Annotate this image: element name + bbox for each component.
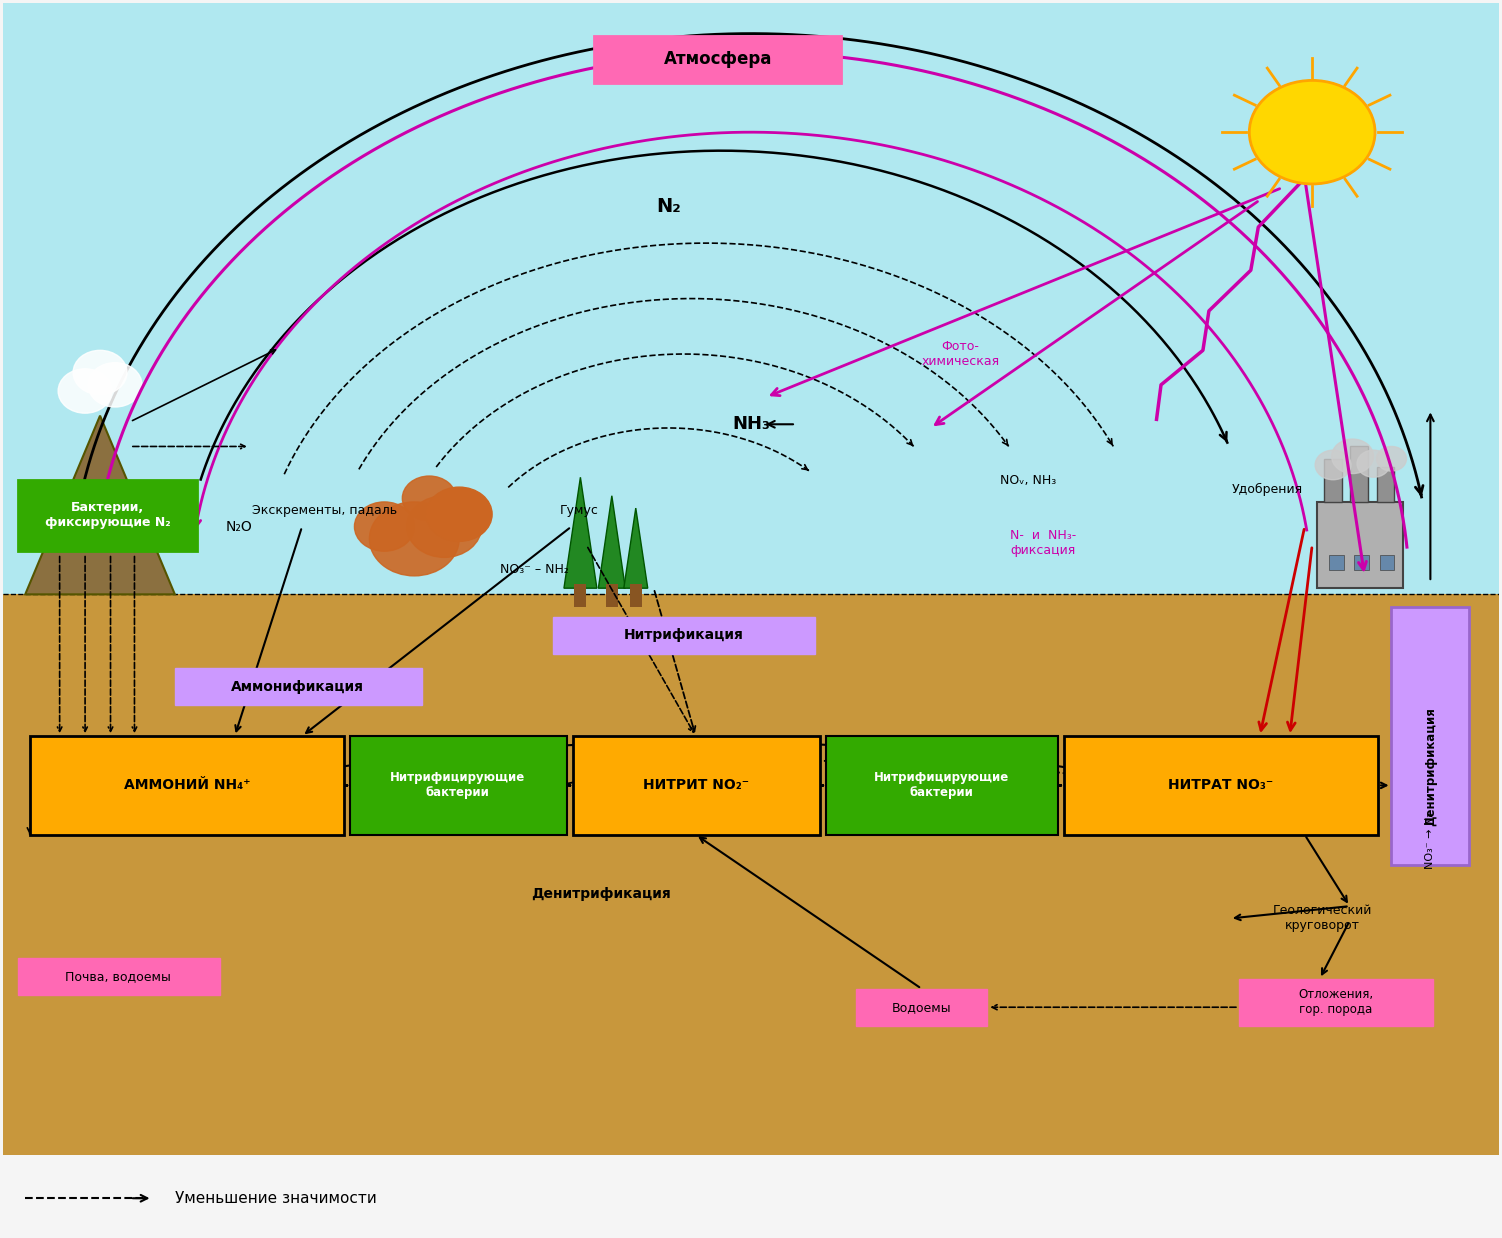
Bar	[3, 2, 1499, 594]
Bar	[826, 737, 1057, 834]
Text: NH₃: NH₃	[731, 415, 771, 433]
Bar	[572, 737, 820, 834]
Text: Гумус: Гумус	[559, 504, 598, 517]
Text: Атмосфера: Атмосфера	[664, 51, 772, 68]
Text: Водоемы: Водоемы	[892, 1000, 951, 1014]
Text: Фото-
химическая: Фото- химическая	[921, 340, 999, 368]
Bar	[18, 958, 219, 995]
Text: Удобрения: Удобрения	[1232, 483, 1302, 496]
Text: АММОНИЙ NH₄⁺: АММОНИЙ NH₄⁺	[123, 779, 251, 792]
Circle shape	[1332, 439, 1373, 474]
Bar	[629, 584, 641, 607]
Circle shape	[403, 477, 457, 520]
Text: НИТРИТ NO₂⁻: НИТРИТ NO₂⁻	[643, 779, 748, 792]
Circle shape	[1376, 447, 1406, 472]
Bar	[574, 584, 586, 607]
Text: Денитрификация: Денитрификация	[1424, 707, 1437, 826]
Polygon shape	[598, 495, 625, 588]
Circle shape	[427, 487, 493, 541]
Polygon shape	[26, 416, 174, 594]
Text: Денитрификация: Денитрификация	[532, 886, 671, 901]
Text: Отложения,
гор. порода: Отложения, гор. порода	[1299, 988, 1374, 1016]
Text: NO₃⁻ – NH₂: NO₃⁻ – NH₂	[500, 563, 568, 576]
Text: NO₃⁻ → N₂: NO₃⁻ → N₂	[1425, 812, 1436, 869]
Text: Почва, водоемы: Почва, водоемы	[65, 969, 171, 983]
Bar	[1350, 447, 1367, 501]
Circle shape	[59, 369, 113, 413]
Circle shape	[407, 495, 482, 557]
Polygon shape	[563, 478, 596, 588]
Bar	[18, 480, 197, 551]
Text: NOᵥ, NH₃: NOᵥ, NH₃	[1000, 474, 1056, 488]
Circle shape	[89, 363, 143, 407]
Bar	[3, 594, 1499, 1155]
Bar	[605, 584, 617, 607]
Circle shape	[354, 501, 415, 551]
Bar	[1379, 555, 1394, 569]
Bar	[1063, 737, 1377, 834]
Text: Нитрифицирующие
бактерии: Нитрифицирующие бактерии	[874, 771, 1009, 800]
Bar	[1391, 607, 1469, 865]
Polygon shape	[623, 508, 647, 588]
Bar	[1317, 501, 1403, 588]
Bar	[553, 617, 816, 654]
Text: Нитрифицирующие
бактерии: Нитрифицирующие бактерии	[391, 771, 526, 800]
Circle shape	[1250, 80, 1374, 184]
Bar	[1355, 555, 1368, 569]
Circle shape	[1358, 451, 1389, 478]
Text: N₂O: N₂O	[225, 520, 252, 534]
Bar	[174, 669, 422, 706]
Circle shape	[74, 350, 128, 395]
Bar	[593, 36, 841, 83]
Text: Аммонификация: Аммонификация	[231, 680, 363, 693]
Text: Геологический
круговорот: Геологический круговорот	[1274, 905, 1373, 932]
Text: N₂: N₂	[656, 197, 680, 215]
Bar	[856, 989, 987, 1026]
Text: Нитрификация: Нитрификация	[623, 628, 743, 643]
Bar	[350, 737, 566, 834]
Text: Уменьшение значимости: Уменьшение значимости	[174, 1191, 377, 1206]
Text: Бактерии,
фиксирующие N₂: Бактерии, фиксирующие N₂	[45, 501, 170, 530]
Text: НИТРАТ NO₃⁻: НИТРАТ NO₃⁻	[1169, 779, 1274, 792]
Circle shape	[1316, 451, 1352, 480]
Circle shape	[369, 501, 460, 576]
Text: N-  и  NH₃-
фиксация: N- и NH₃- фиксация	[1009, 529, 1075, 557]
Text: Экскременты, падаль: Экскременты, падаль	[252, 504, 397, 517]
Bar	[1325, 459, 1343, 501]
Bar	[30, 737, 344, 834]
Bar	[1376, 468, 1394, 501]
Bar	[1239, 979, 1433, 1026]
Bar	[1329, 555, 1344, 569]
